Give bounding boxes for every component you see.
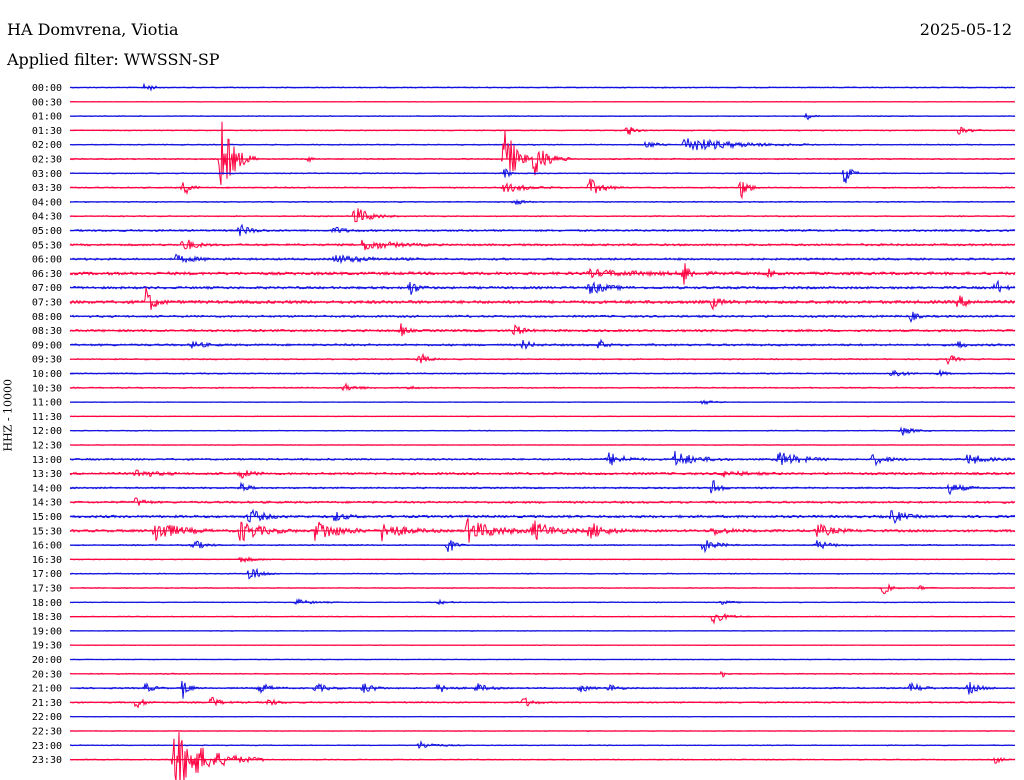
- seismic-trace: [69, 368, 1016, 378]
- time-tick-label: 06:30: [32, 269, 62, 280]
- time-tick-label: 13:00: [32, 455, 62, 466]
- time-tick-label: 12:30: [32, 441, 62, 452]
- time-tick-label: 16:00: [32, 541, 62, 552]
- time-tick-label: 15:30: [32, 526, 62, 537]
- time-tick-label: 01:00: [32, 112, 62, 123]
- seismic-trace: [69, 113, 1016, 121]
- seismic-trace: [70, 100, 1016, 103]
- filter-label: Applied filter: WWSSN-SP: [7, 50, 220, 69]
- time-tick-label: 18:30: [32, 612, 62, 623]
- seismic-trace: [70, 426, 1016, 436]
- seismic-trace: [69, 178, 1016, 200]
- time-tick-label: 02:00: [32, 140, 62, 151]
- time-tick-label: 03:00: [32, 169, 62, 180]
- time-tick-label: 09:30: [32, 355, 62, 366]
- seismic-trace: [69, 479, 1016, 496]
- time-tick-label: 14:30: [32, 498, 62, 509]
- seismic-trace: [69, 223, 1016, 237]
- time-tick-label: 09:00: [32, 340, 62, 351]
- seismic-trace: [69, 555, 1016, 563]
- time-tick-label: 21:30: [32, 698, 62, 709]
- time-tick-label: 11:00: [32, 398, 62, 409]
- seismic-trace: [69, 680, 1016, 699]
- seismic-trace: [69, 323, 1016, 337]
- seismic-trace: [69, 415, 1016, 418]
- time-tick-label: 08:00: [32, 312, 62, 323]
- time-tick-label: 12:00: [32, 426, 62, 437]
- seismic-trace: [69, 583, 1016, 595]
- seismic-trace: [69, 311, 1016, 324]
- seismic-trace: [69, 399, 1016, 406]
- seismic-trace: [69, 239, 1016, 251]
- seismic-trace: [69, 208, 1016, 223]
- time-tick-label: 17:30: [32, 584, 62, 595]
- time-tick-label: 02:30: [32, 155, 62, 166]
- time-tick-label: 07:00: [32, 283, 62, 294]
- time-tick-label: 20:30: [32, 669, 62, 680]
- time-tick-label: 16:30: [32, 555, 62, 566]
- time-tick-label: 18:00: [32, 598, 62, 609]
- time-tick-label: 23:30: [32, 755, 62, 766]
- seismic-trace: [69, 352, 1015, 366]
- time-tick-label: 23:00: [32, 741, 62, 752]
- time-tick-label: 05:30: [32, 240, 62, 251]
- time-tick-label: 13:30: [32, 469, 62, 480]
- date-label: 2025-05-12: [919, 20, 1012, 39]
- time-tick-label: 00:00: [32, 83, 62, 94]
- time-tick-label: 08:30: [32, 326, 62, 337]
- time-tick-label: 19:30: [32, 641, 62, 652]
- time-tick-label: 01:30: [32, 126, 62, 137]
- seismic-trace: [70, 598, 1016, 606]
- seismic-trace: [69, 540, 1016, 554]
- seismic-trace: [69, 630, 1016, 632]
- seismic-trace: [69, 658, 1016, 661]
- seismic-trace: [69, 444, 1016, 446]
- seismic-trace: [69, 287, 1016, 311]
- seismic-trace: [69, 168, 1016, 184]
- seismic-trace: [69, 450, 1016, 467]
- seismic-trace: [69, 469, 1016, 479]
- seismic-trace: [69, 613, 1016, 625]
- time-tick-label: 22:00: [32, 712, 62, 723]
- time-tick-label: 05:00: [32, 226, 62, 237]
- seismic-trace: [69, 732, 1016, 780]
- time-tick-label: 22:30: [32, 727, 62, 738]
- seismic-trace: [69, 263, 1016, 285]
- time-tick-label: 10:00: [32, 369, 62, 380]
- seismic-trace: [69, 567, 1015, 580]
- time-tick-label: 10:30: [32, 383, 62, 394]
- seismic-trace: [69, 497, 1016, 506]
- seismic-trace: [70, 715, 1015, 718]
- time-tick-label: 04:00: [32, 197, 62, 208]
- time-tick-label: 00:30: [32, 97, 62, 108]
- seismic-trace: [69, 739, 1015, 750]
- time-tick-label: 15:00: [32, 512, 62, 523]
- seismic-trace: [69, 508, 1016, 525]
- seismic-trace: [70, 730, 1016, 732]
- seismic-trace: [70, 198, 1016, 206]
- station-title: HA Domvrena, Viotia: [7, 20, 179, 39]
- seismic-trace: [69, 696, 1016, 709]
- time-tick-label: 21:00: [32, 684, 62, 695]
- seismic-trace: [69, 253, 1016, 265]
- seismic-trace: [69, 126, 1016, 135]
- time-tick-label: 17:00: [32, 569, 62, 580]
- time-tick-label: 06:00: [32, 255, 62, 266]
- seismic-trace: [69, 121, 1016, 185]
- seismic-trace: [69, 518, 1016, 543]
- time-tick-label: 20:00: [32, 655, 62, 666]
- seismic-trace: [70, 338, 1016, 351]
- seismic-trace: [69, 382, 1016, 392]
- time-tick-label: 11:30: [32, 412, 62, 423]
- time-tick-label: 19:00: [32, 626, 62, 637]
- time-tick-label: 07:30: [32, 298, 62, 309]
- time-tick-label: 03:30: [32, 183, 62, 194]
- seismic-trace: [69, 82, 1016, 92]
- seismic-trace: [69, 671, 1016, 678]
- seismic-trace: [69, 279, 1016, 295]
- time-tick-label: 04:30: [32, 212, 62, 223]
- seismic-trace: [69, 644, 1016, 647]
- time-tick-label: 14:00: [32, 483, 62, 494]
